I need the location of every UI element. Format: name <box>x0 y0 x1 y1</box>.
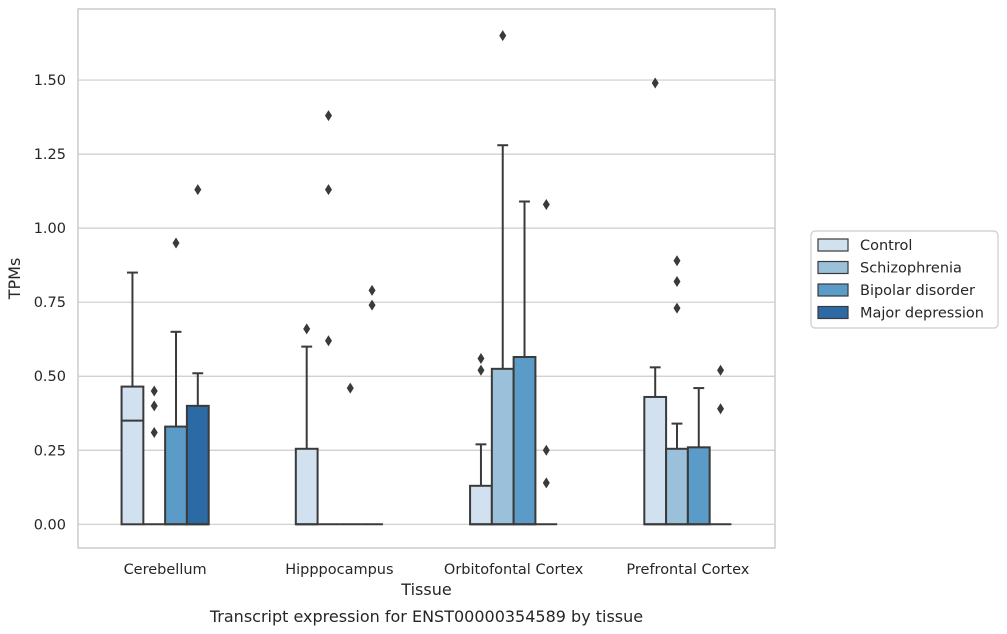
box-bipolar-disorder <box>164 237 188 526</box>
outlier-point <box>542 198 550 210</box>
x-axis-label: Tissue <box>400 580 451 599</box>
outlier-point <box>150 385 158 397</box>
box-major-depression <box>185 184 210 526</box>
box-body <box>643 395 668 526</box>
legend-swatch <box>817 260 849 275</box>
legend-label: Major depression <box>860 306 984 322</box>
outlier-point <box>303 323 311 335</box>
box-body <box>164 425 188 526</box>
outlier-point <box>717 403 725 415</box>
x-tick-label: Hipppocampus <box>285 562 393 578</box>
box-series <box>120 30 732 526</box>
x-tick-label: Cerebellum <box>124 562 207 578</box>
y-tick-label: 1.25 <box>34 147 66 163</box>
y-axis-label: TPMs <box>5 258 24 301</box>
box-body <box>490 367 515 526</box>
outlier-point <box>346 382 354 394</box>
outlier-point <box>368 284 376 296</box>
box-bipolar-disorder <box>686 387 711 526</box>
box-bipolar-disorder <box>512 200 537 526</box>
box-body <box>686 446 711 526</box>
y-tick-label: 1.50 <box>34 73 66 89</box>
box-body <box>665 447 689 526</box>
outlier-point <box>324 184 332 196</box>
x-axis-ticks: Cerebellum Hipppocampus Orbitofontal Corte… <box>124 562 750 578</box>
legend-label: Bipolar disorder <box>860 283 975 299</box>
outlier-point <box>673 302 681 314</box>
box-body <box>469 484 493 526</box>
box-body <box>120 385 145 526</box>
outlier-point <box>477 352 485 364</box>
outlier-point <box>499 30 507 42</box>
x-tick-label: Prefrontal Cortex <box>626 562 749 578</box>
legend-swatch <box>817 305 849 320</box>
outlier-point <box>150 427 158 438</box>
outlier-point <box>673 255 681 267</box>
box-major-depression <box>535 198 558 526</box>
outlier-point <box>717 364 725 376</box>
outlier-point <box>673 275 681 287</box>
legend-label: Schizophrenia <box>860 261 962 277</box>
box-schizophrenia <box>490 30 515 526</box>
chart-caption: Transcript expression for ENST0000035458… <box>209 607 643 626</box>
box-schizophrenia <box>665 255 689 526</box>
outlier-point <box>324 110 332 122</box>
outlier-point <box>542 444 550 456</box>
outlier-point <box>150 400 158 412</box>
box-body <box>185 404 210 526</box>
box-bipolar-disorder <box>339 382 362 526</box>
legend-frame <box>810 230 999 329</box>
y-tick-label: 0.50 <box>34 369 66 385</box>
outlier-point <box>651 77 659 89</box>
box-schizophrenia <box>317 110 340 526</box>
outlier-point <box>368 299 376 311</box>
outlier-point <box>477 364 485 376</box>
y-tick-label: 0.25 <box>34 443 66 459</box>
legend-swatch <box>817 283 849 297</box>
box-major-depression <box>709 364 732 526</box>
outlier-point <box>542 477 550 489</box>
legend-label: Control <box>860 238 912 254</box>
box-control <box>120 271 145 526</box>
outlier-point <box>194 184 202 196</box>
y-tick-label: 1.00 <box>34 221 66 237</box>
legend: Control Schizophrenia Bipolar disorder Majo… <box>810 230 999 329</box>
outlier-point <box>324 335 332 347</box>
y-tick-label: 0.00 <box>34 517 66 533</box>
box-control <box>643 77 668 526</box>
box-control <box>469 352 493 526</box>
box-body <box>512 355 537 526</box>
box-schizophrenia <box>143 385 166 526</box>
box-major-depression <box>361 284 383 526</box>
x-tick-label: Orbitofontal Cortex <box>444 562 584 578</box>
y-tick-label: 0.75 <box>34 295 66 311</box>
legend-swatch <box>817 238 849 252</box>
box-body <box>294 447 319 526</box>
box-control <box>294 323 319 526</box>
y-axis-ticks: 0.00 0.25 0.50 0.75 1.00 1.25 1.50 <box>34 73 66 533</box>
outlier-point <box>172 237 180 249</box>
plot-area-frame <box>77 8 776 549</box>
